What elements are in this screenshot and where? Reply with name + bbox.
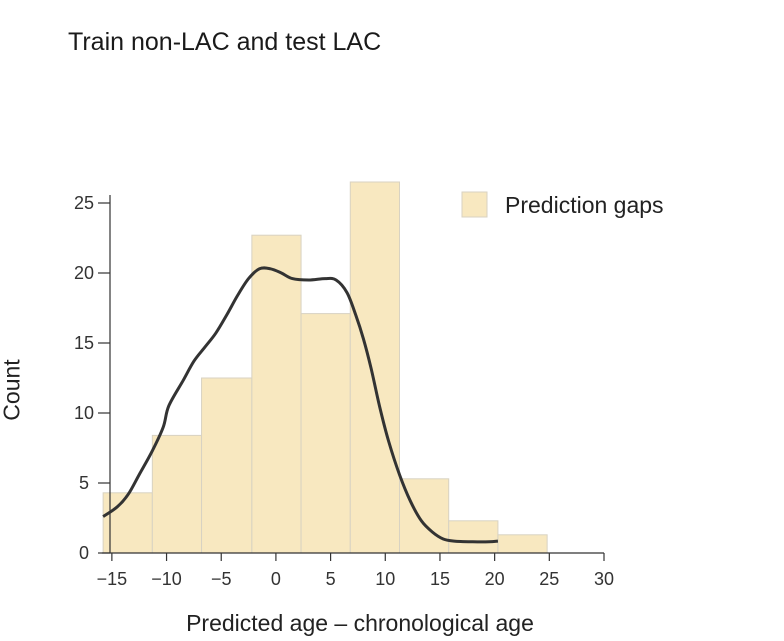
bar-9 — [497, 534, 548, 554]
chart-title: Train non-LAC and test LAC — [68, 28, 382, 56]
bar-6 — [349, 181, 400, 554]
axes-group: 0 5 10 15 20 25 −15 −10 −5 0 5 10 15 20 25 30 — [74, 193, 614, 589]
legend-swatch — [461, 191, 488, 218]
x-tick-label-25: 25 — [539, 569, 559, 589]
x-tick-label-30: 30 — [594, 569, 614, 589]
y-tick-label-10: 10 — [74, 403, 94, 423]
bar-3 — [201, 377, 253, 554]
x-tick-label-20: 20 — [485, 569, 505, 589]
bar-8 — [448, 520, 499, 554]
legend: Prediction gaps — [461, 191, 664, 218]
x-tick-label-15: 15 — [430, 569, 450, 589]
bar-2 — [151, 434, 203, 554]
x-tick-label-10: 10 — [375, 569, 395, 589]
kde-curve — [102, 266, 499, 544]
bar-5 — [300, 313, 351, 554]
x-tick-label--5: −5 — [211, 569, 232, 589]
y-tick-label-5: 5 — [79, 473, 89, 493]
x-tick-label-0: 0 — [271, 569, 281, 589]
legend-label: Prediction gaps — [505, 192, 664, 218]
y-tick-label-15: 15 — [74, 333, 94, 353]
bars-group — [102, 181, 548, 554]
x-tick-label--10: −10 — [151, 569, 182, 589]
x-axis-label: Predicted age – chronological age — [186, 610, 534, 636]
bar-7 — [398, 478, 450, 554]
y-tick-label-25: 25 — [74, 193, 94, 213]
bar-4 — [251, 234, 302, 554]
y-tick-label-0: 0 — [79, 543, 89, 563]
y-tick-label-20: 20 — [74, 263, 94, 283]
x-tick-label-5: 5 — [326, 569, 336, 589]
x-tick-label--15: −15 — [97, 569, 128, 589]
